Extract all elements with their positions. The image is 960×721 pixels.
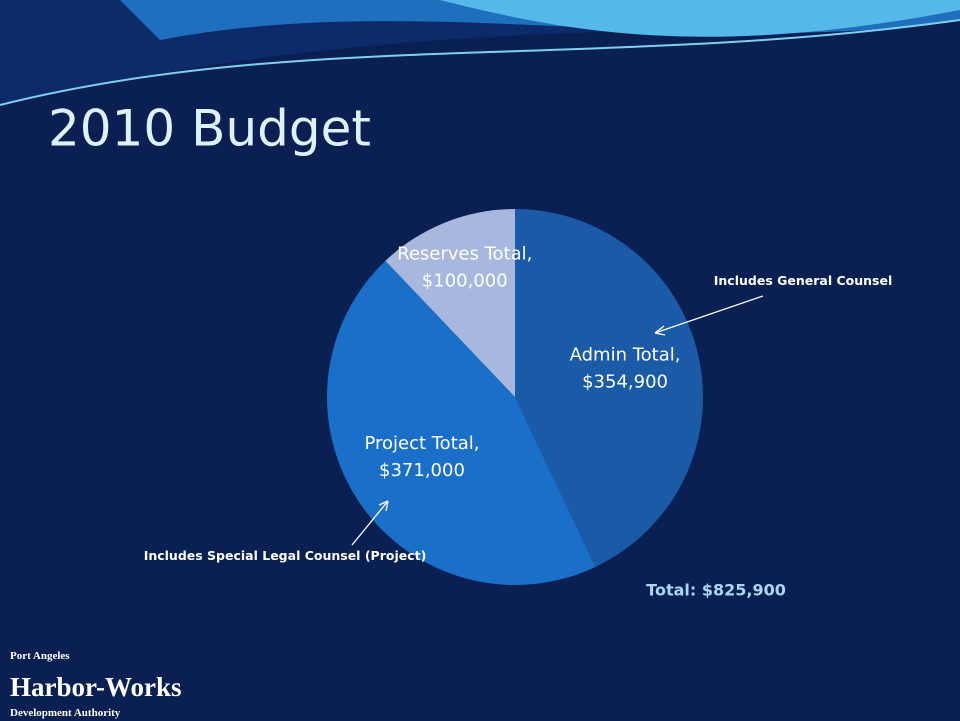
pie-slice xyxy=(515,209,703,567)
wave-line xyxy=(0,19,960,106)
footer-line: Port Angeles xyxy=(10,650,70,662)
pie-slice xyxy=(385,209,515,397)
arrow-head xyxy=(654,325,666,336)
slide-title: 2010 Budget xyxy=(48,100,371,158)
total-annotation: Total: $825,900 xyxy=(646,581,786,600)
arrow xyxy=(654,295,764,334)
annotation: Includes General Counsel xyxy=(714,273,892,288)
annotation: Includes Special Legal Counsel (Project) xyxy=(144,548,427,563)
slice-label: Project Total, xyxy=(364,433,479,454)
slice-label: Admin Total, xyxy=(570,344,681,365)
wave-light xyxy=(440,0,960,37)
slice-label: Reserves Total, xyxy=(397,243,532,264)
slice-value-label: $354,900 xyxy=(582,371,668,392)
arrow-head xyxy=(378,500,389,512)
pie-slice xyxy=(327,260,596,585)
arrow xyxy=(351,500,389,546)
pie-chart: Admin Total, $354,900 Project Total, $371,0… xyxy=(327,209,703,585)
footer-line: Development Authority xyxy=(10,707,121,719)
footer-brand: Harbor-Works xyxy=(10,672,182,702)
slice-value-label: $100,000 xyxy=(422,270,508,291)
slice-value-label: $371,000 xyxy=(379,460,465,481)
